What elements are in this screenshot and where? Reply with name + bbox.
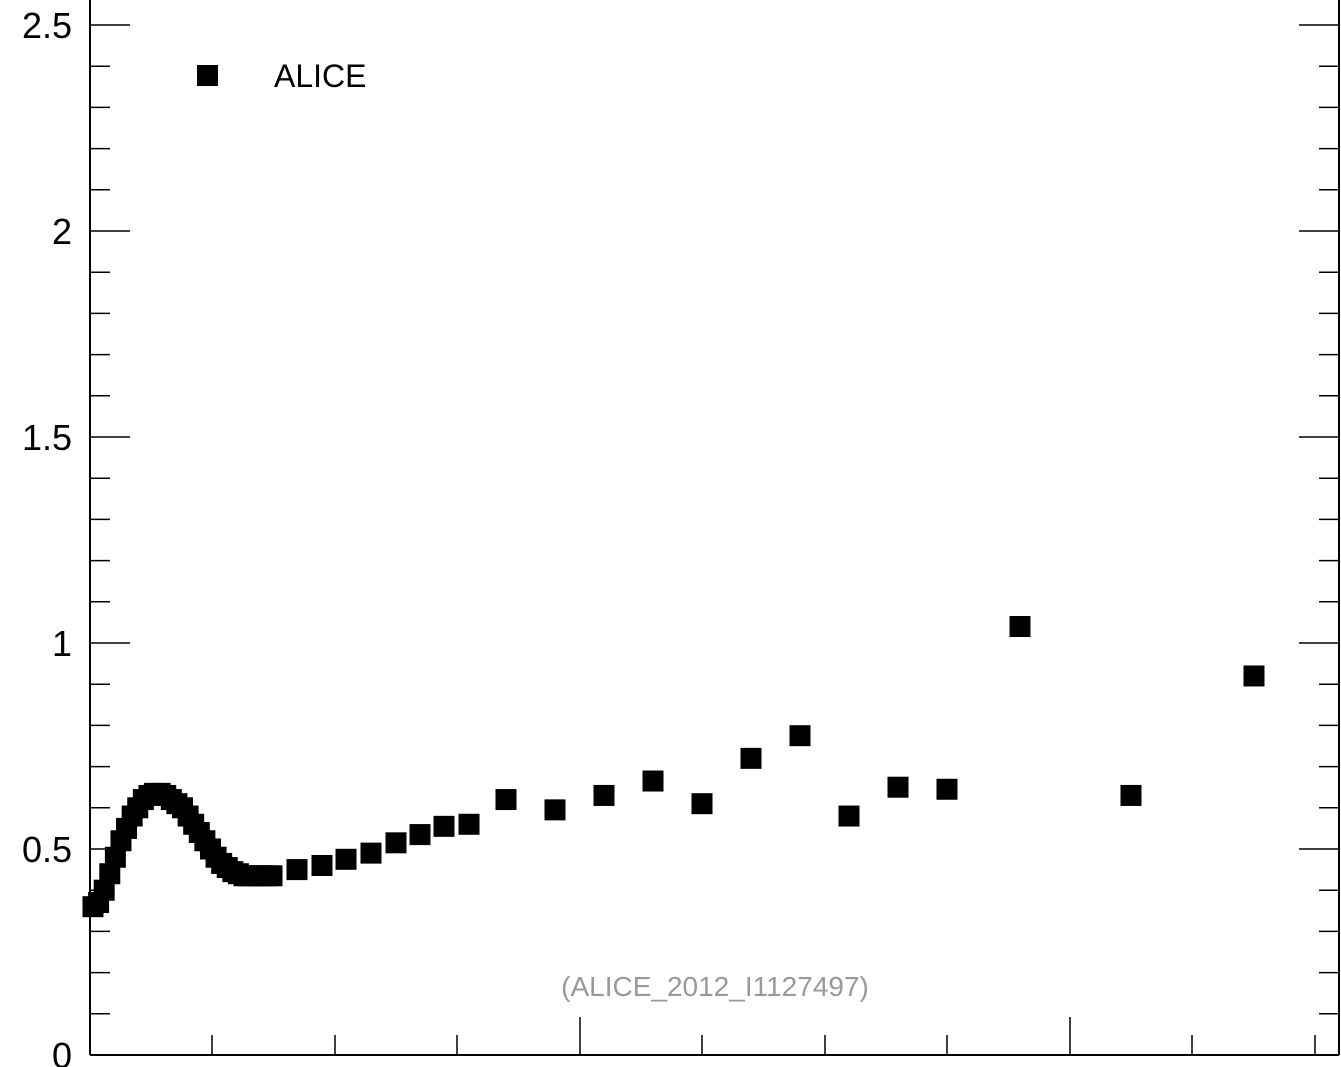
legend: ALICE <box>197 58 366 94</box>
data-point <box>691 793 713 815</box>
data-point <box>1120 784 1142 806</box>
data-point <box>1243 665 1265 687</box>
data-point <box>385 832 407 854</box>
y-tick-label: 1 <box>52 623 72 664</box>
y-tick-label: 0.5 <box>22 829 72 870</box>
data-point <box>335 848 357 870</box>
data-point <box>789 725 811 747</box>
data-point <box>1009 616 1031 638</box>
legend-label-alice: ALICE <box>274 58 366 94</box>
y-tick-label: 0 <box>52 1035 72 1067</box>
data-point <box>311 854 333 876</box>
data-point <box>544 799 566 821</box>
data-point <box>593 784 615 806</box>
data-point <box>887 776 909 798</box>
y-tick-label: 2.5 <box>22 5 72 46</box>
plot-frame <box>89 0 1340 1056</box>
axis-ticks: 0 0.5 1 1.5 2 2.5 <box>22 5 1339 1067</box>
data-point <box>936 778 958 800</box>
data-point <box>458 813 480 835</box>
data-points <box>82 616 1265 918</box>
data-point <box>93 879 115 901</box>
analysis-id-annotation: (ALICE_2012_I1127497) <box>561 971 869 1002</box>
data-point <box>261 865 283 887</box>
legend-marker-alice <box>197 65 218 86</box>
data-point <box>409 824 431 846</box>
data-point <box>433 815 455 837</box>
data-point <box>642 770 664 792</box>
data-point <box>740 747 762 769</box>
data-point <box>838 805 860 827</box>
data-point <box>360 842 382 864</box>
data-point <box>99 863 121 885</box>
y-tick-label: 2 <box>52 211 72 252</box>
data-point <box>286 859 308 881</box>
data-point <box>495 789 517 811</box>
data-point <box>104 846 126 868</box>
y-tick-label: 1.5 <box>22 417 72 458</box>
